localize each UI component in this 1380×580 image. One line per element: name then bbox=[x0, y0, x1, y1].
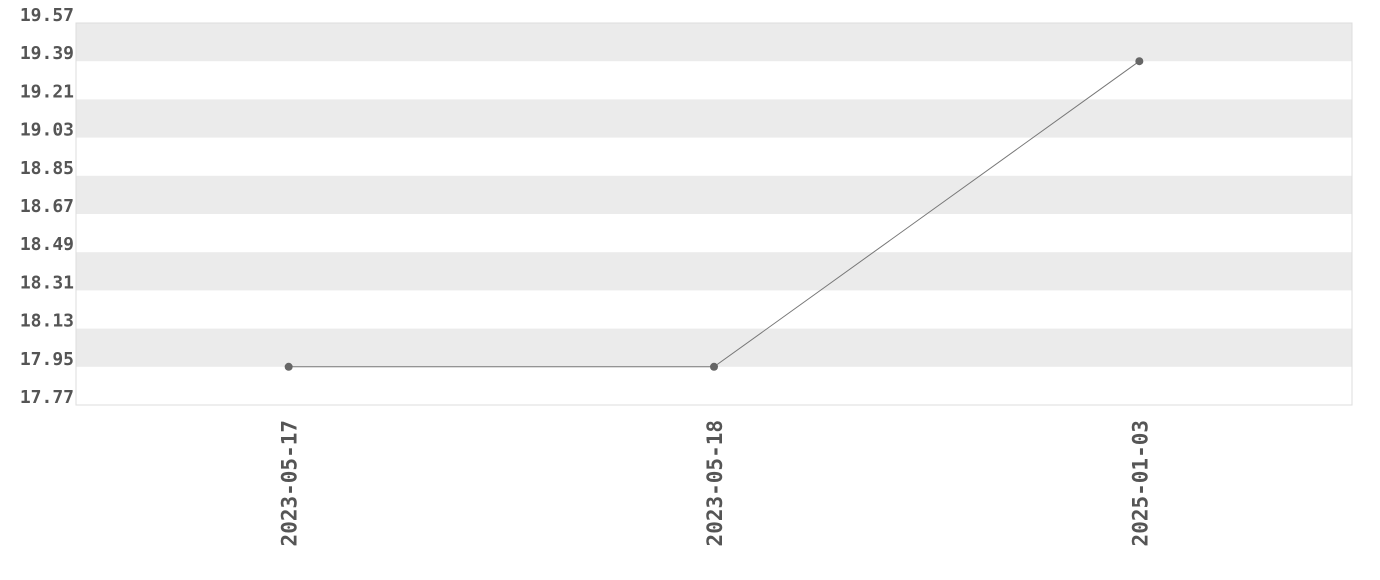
y-tick-label: 18.49 bbox=[20, 234, 74, 255]
data-point[interactable] bbox=[284, 362, 293, 371]
grid-band bbox=[76, 328, 1352, 367]
y-axis: 17.77 17.95 18.13 18.31 18.49 18.67 18.85 19.03… bbox=[20, 5, 74, 408]
data-point[interactable] bbox=[1135, 57, 1144, 66]
grid-band bbox=[76, 252, 1352, 291]
series bbox=[284, 57, 1144, 371]
x-axis: 2023-05-17 2023-05-18 2025-01-03 bbox=[278, 420, 1153, 546]
y-tick-label: 19.57 bbox=[20, 5, 74, 26]
grid-band bbox=[76, 175, 1352, 214]
grid-band bbox=[76, 99, 1352, 138]
y-tick-label: 19.39 bbox=[20, 43, 74, 64]
y-tick-label: 19.21 bbox=[20, 81, 74, 102]
grid-bands bbox=[76, 23, 1352, 367]
y-tick-label: 18.85 bbox=[20, 158, 74, 179]
grid-band bbox=[76, 23, 1352, 62]
y-tick-label: 18.67 bbox=[20, 196, 74, 217]
y-tick-label: 19.03 bbox=[20, 120, 74, 141]
y-tick-label: 18.13 bbox=[20, 311, 74, 332]
x-tick-label: 2023-05-18 bbox=[703, 420, 727, 546]
y-tick-label: 17.77 bbox=[20, 387, 74, 408]
x-tick-label: 2023-05-17 bbox=[278, 420, 302, 546]
plot-border bbox=[75, 22, 1353, 406]
y-tick-label: 18.31 bbox=[20, 272, 74, 293]
data-point[interactable] bbox=[710, 362, 718, 371]
x-tick-label: 2025-01-03 bbox=[1128, 420, 1152, 546]
y-tick-label: 17.95 bbox=[20, 349, 74, 370]
